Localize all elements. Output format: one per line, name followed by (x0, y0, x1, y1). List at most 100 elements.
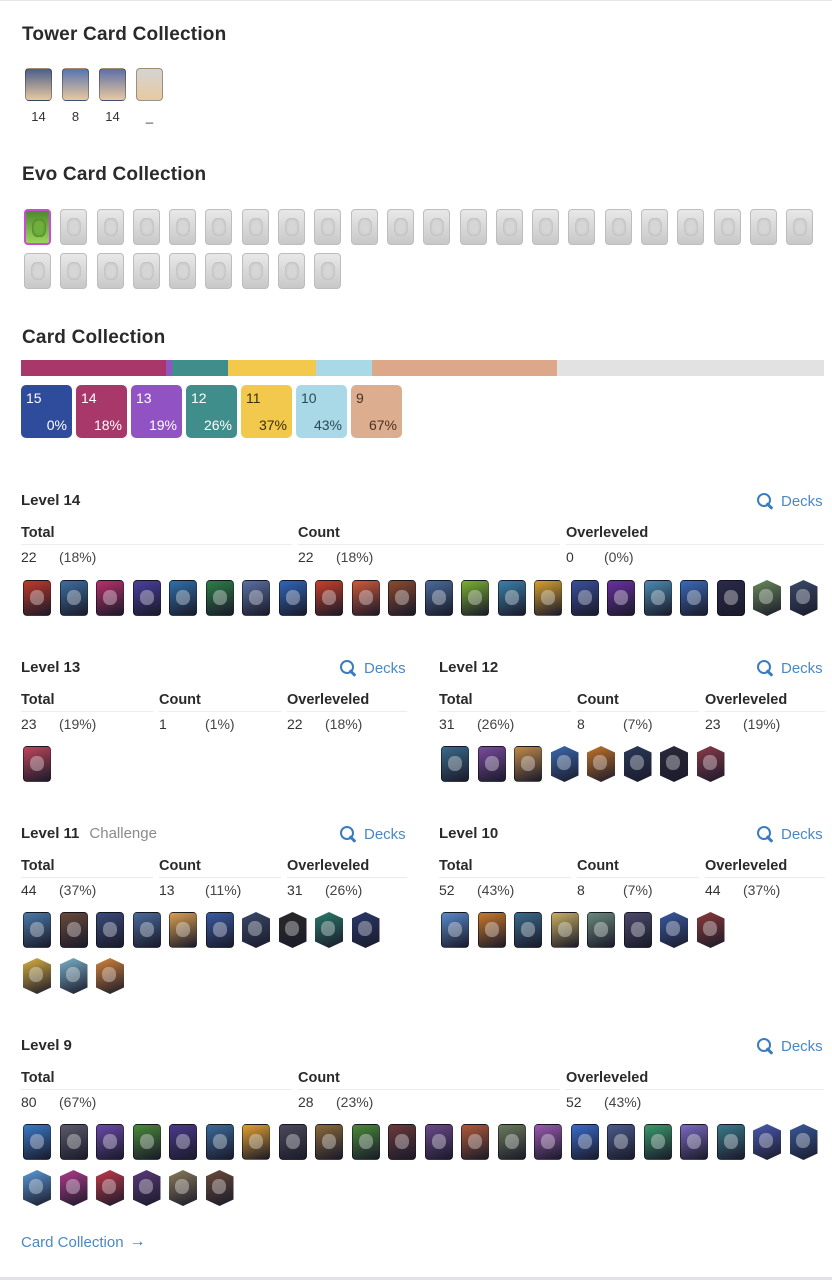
evo-card-locked[interactable] (568, 209, 596, 245)
card-thumbnail[interactable] (59, 912, 88, 948)
card-thumbnail[interactable] (351, 912, 380, 948)
card-thumbnail[interactable] (315, 580, 343, 616)
evo-card-locked[interactable] (314, 209, 342, 245)
card-thumbnail[interactable] (623, 912, 652, 948)
card-thumbnail[interactable] (96, 1124, 124, 1160)
card-thumbnail[interactable] (424, 1124, 453, 1160)
card-thumbnail[interactable] (315, 912, 343, 948)
level-box-9[interactable]: 9 67% (351, 385, 402, 438)
card-thumbnail[interactable] (242, 580, 270, 616)
evo-card-locked[interactable] (169, 253, 197, 289)
card-thumbnail[interactable] (789, 580, 818, 616)
card-thumbnail[interactable] (278, 1124, 307, 1160)
card-thumbnail[interactable] (643, 1124, 672, 1160)
card-thumbnail[interactable] (753, 1124, 781, 1160)
card-thumbnail[interactable] (96, 580, 124, 616)
evo-card-locked[interactable] (96, 209, 124, 245)
card-thumbnail[interactable] (23, 1124, 51, 1160)
card-thumbnail[interactable] (570, 580, 599, 616)
card-thumbnail[interactable] (441, 746, 469, 782)
card-thumbnail[interactable] (132, 1170, 161, 1206)
card-thumbnail[interactable] (716, 1124, 745, 1160)
card-thumbnail[interactable] (132, 912, 161, 948)
card-thumbnail[interactable] (643, 580, 672, 616)
evo-card-locked[interactable] (132, 253, 160, 289)
card-thumbnail[interactable] (278, 912, 307, 948)
card-thumbnail[interactable] (570, 1124, 599, 1160)
card-thumbnail[interactable] (23, 912, 51, 948)
card-thumbnail[interactable] (132, 1124, 161, 1160)
card-thumbnail[interactable] (660, 912, 688, 948)
evo-card-locked[interactable] (205, 253, 233, 289)
evo-card-locked[interactable] (278, 253, 306, 289)
card-thumbnail[interactable] (696, 746, 725, 782)
card-thumbnail[interactable] (351, 580, 380, 616)
evo-card-locked[interactable] (96, 253, 124, 289)
evo-card-locked[interactable] (423, 209, 451, 245)
card-thumbnail[interactable] (696, 912, 725, 948)
evo-card-locked[interactable] (314, 253, 342, 289)
evo-card-locked[interactable] (641, 209, 669, 245)
evo-card-locked[interactable] (677, 209, 705, 245)
level-9-decks-link[interactable]: Decks (757, 1038, 823, 1055)
card-thumbnail[interactable] (169, 1170, 197, 1206)
evo-card-locked[interactable] (532, 209, 560, 245)
card-collection-link[interactable]: Card Collection → (21, 1233, 146, 1251)
card-thumbnail[interactable] (424, 580, 453, 616)
evo-card-locked[interactable] (459, 209, 487, 245)
card-thumbnail[interactable] (514, 912, 542, 948)
card-thumbnail[interactable] (132, 580, 161, 616)
card-thumbnail[interactable] (205, 580, 234, 616)
evo-card-locked[interactable] (24, 253, 51, 289)
card-thumbnail[interactable] (753, 580, 781, 616)
card-thumbnail[interactable] (497, 580, 526, 616)
evo-card-locked[interactable] (495, 209, 523, 245)
tower-card[interactable]: 14 (24, 68, 53, 124)
evo-card-locked[interactable] (350, 209, 378, 245)
card-thumbnail[interactable] (351, 1124, 380, 1160)
card-thumbnail[interactable] (59, 580, 88, 616)
card-thumbnail[interactable] (23, 580, 51, 616)
card-thumbnail[interactable] (514, 746, 542, 782)
level-11-decks-link[interactable]: Decks (340, 826, 406, 843)
evo-card-locked[interactable] (60, 209, 88, 245)
level-14-decks-link[interactable]: Decks (757, 493, 823, 510)
card-thumbnail[interactable] (477, 912, 506, 948)
card-thumbnail[interactable] (23, 746, 51, 782)
card-thumbnail[interactable] (169, 580, 197, 616)
card-thumbnail[interactable] (550, 912, 579, 948)
card-thumbnail[interactable] (169, 1124, 197, 1160)
card-thumbnail[interactable] (461, 1124, 489, 1160)
level-box-14[interactable]: 14 18% (76, 385, 127, 438)
level-12-decks-link[interactable]: Decks (757, 660, 823, 677)
card-thumbnail[interactable] (169, 912, 197, 948)
card-thumbnail[interactable] (587, 912, 615, 948)
card-thumbnail[interactable] (96, 1170, 124, 1206)
card-thumbnail[interactable] (660, 746, 688, 782)
evo-card-unlocked[interactable] (24, 209, 51, 245)
level-10-decks-link[interactable]: Decks (757, 826, 823, 843)
card-thumbnail[interactable] (205, 912, 234, 948)
card-thumbnail[interactable] (242, 1124, 270, 1160)
card-thumbnail[interactable] (205, 1170, 234, 1206)
card-thumbnail[interactable] (388, 580, 416, 616)
card-thumbnail[interactable] (534, 580, 562, 616)
card-thumbnail[interactable] (59, 958, 88, 994)
evo-card-locked[interactable] (749, 209, 777, 245)
card-thumbnail[interactable] (23, 1170, 51, 1206)
level-13-decks-link[interactable]: Decks (340, 660, 406, 677)
level-box-11[interactable]: 11 37% (241, 385, 292, 438)
tower-card[interactable]: 8 (61, 68, 90, 124)
card-thumbnail[interactable] (607, 580, 635, 616)
card-thumbnail[interactable] (680, 580, 708, 616)
evo-card-locked[interactable] (386, 209, 414, 245)
card-thumbnail[interactable] (477, 746, 506, 782)
evo-card-locked[interactable] (205, 209, 233, 245)
card-thumbnail[interactable] (550, 746, 579, 782)
tower-card[interactable]: 14 (98, 68, 127, 124)
card-thumbnail[interactable] (587, 746, 615, 782)
evo-card-locked[interactable] (60, 253, 88, 289)
card-thumbnail[interactable] (388, 1124, 416, 1160)
tower-card[interactable]: _ (135, 68, 164, 124)
card-thumbnail[interactable] (497, 1124, 526, 1160)
